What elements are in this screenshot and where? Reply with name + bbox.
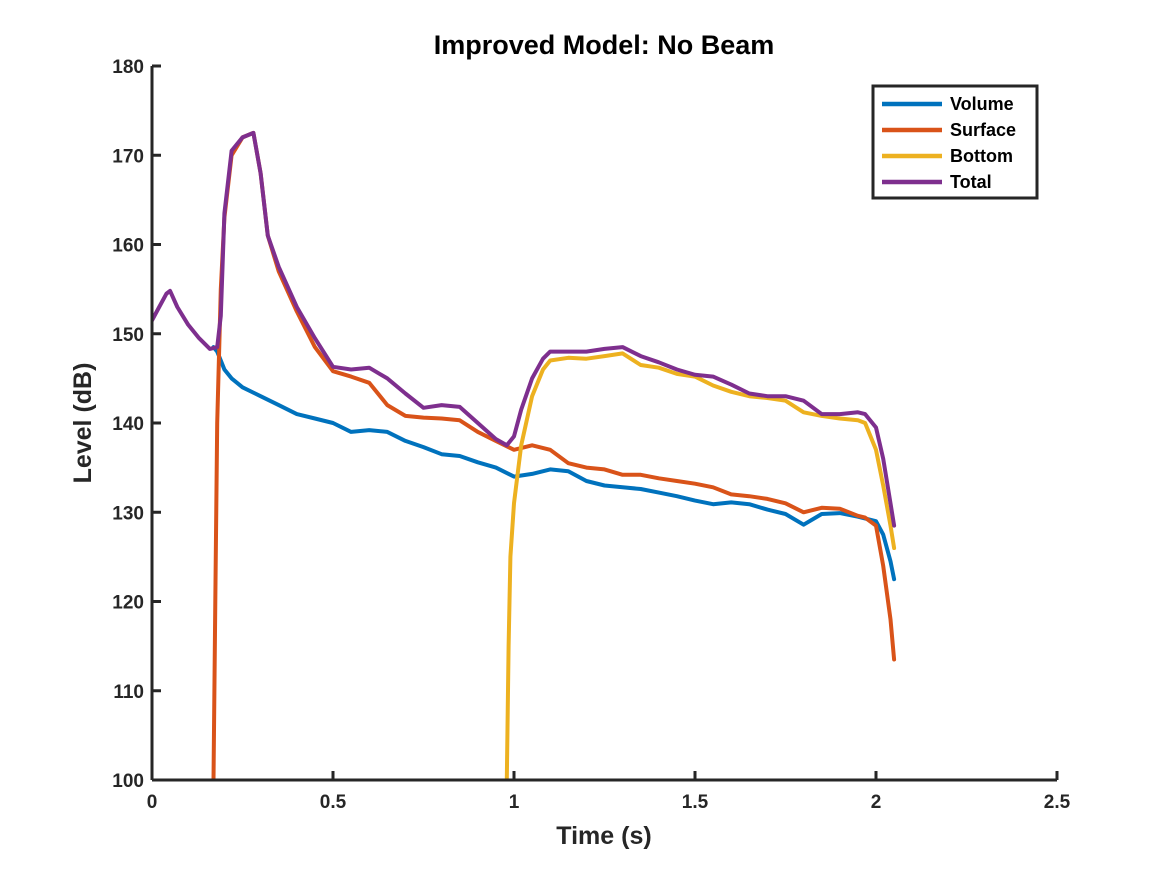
y-tick-label: 150 (112, 325, 144, 346)
legend-label-surface: Surface (950, 120, 1016, 140)
x-tick-label: 2.5 (1044, 792, 1071, 813)
axes-layer: 0 0.5 1 1.5 2 2.5 100 110 120 130 140 150 160 170 180 (112, 57, 1070, 813)
legend-label-volume: Volume (950, 94, 1014, 114)
y-tick-label: 130 (112, 503, 144, 524)
y-tick-label: 100 (112, 771, 144, 792)
x-tick-label: 1.5 (682, 792, 709, 813)
legend-items: Volume Surface Bottom Total (882, 94, 1016, 192)
x-tick-label: 0 (147, 792, 158, 813)
y-tick-label: 120 (112, 593, 144, 614)
legend-label-total: Total (950, 172, 992, 192)
x-tick-label: 1 (509, 792, 520, 813)
x-tick-label: 0.5 (320, 792, 347, 813)
x-axis-title: Time (s) (556, 822, 651, 850)
series-line-volume (211, 345, 897, 582)
series-layer (152, 130, 897, 780)
series-line-total (152, 130, 897, 528)
y-tick-label: 140 (112, 414, 144, 435)
y-tick-label: 180 (112, 57, 144, 78)
y-tick-label: 110 (113, 682, 144, 703)
series-line-bottom (504, 351, 897, 780)
y-tick-label: 170 (112, 146, 144, 167)
y-tick-label: 160 (112, 236, 144, 257)
x-tick-label: 2 (871, 792, 882, 813)
legend: Volume Surface Bottom Total (871, 84, 1039, 200)
y-axis-title: Level (dB) (69, 363, 97, 484)
chart-title: Improved Model: No Beam (434, 30, 775, 60)
legend-label-bottom: Bottom (950, 146, 1013, 166)
